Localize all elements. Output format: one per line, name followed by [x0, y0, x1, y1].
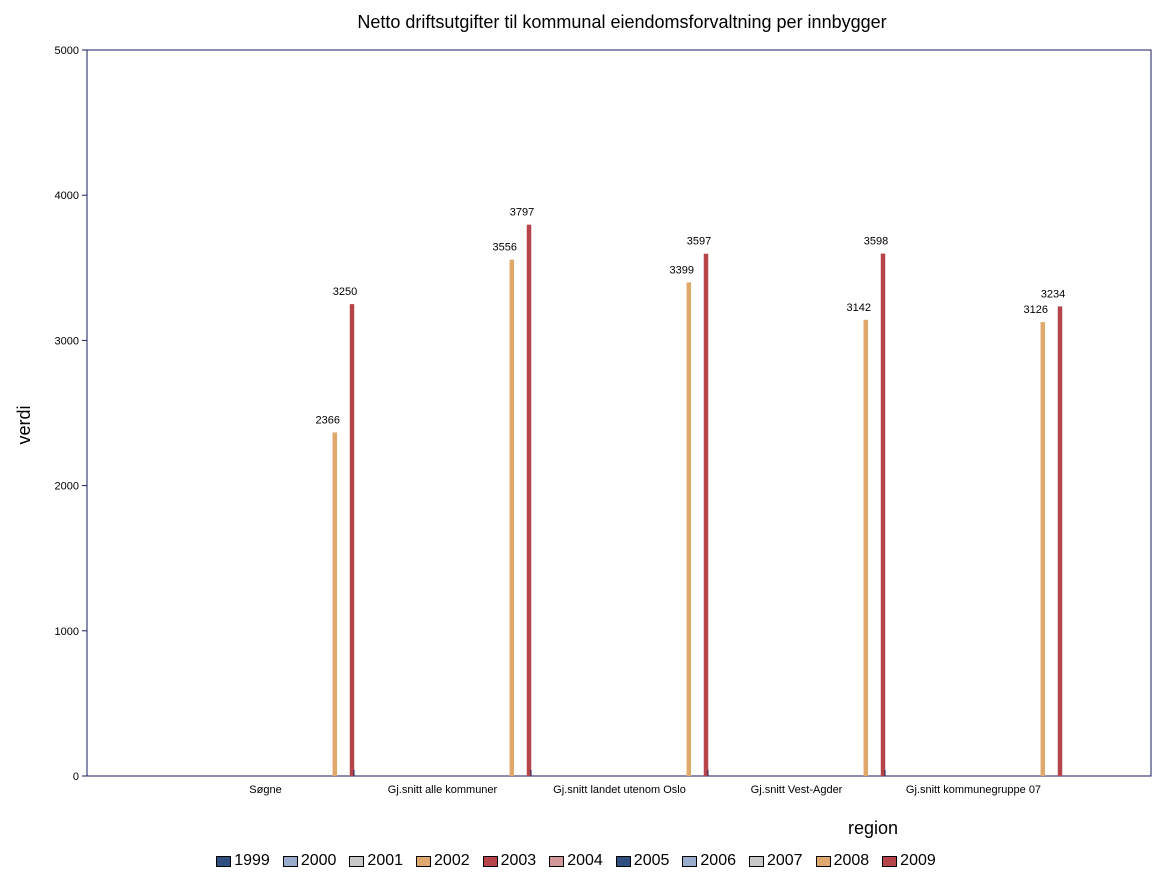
y-tick-label: 1000 [55, 626, 79, 638]
legend-label: 2003 [500, 852, 537, 869]
legend-item: 2007 [748, 852, 803, 870]
legend-item: 2005 [615, 852, 670, 870]
bar [863, 319, 869, 776]
legend-item: 2006 [682, 852, 736, 870]
x-tick-label: Gj.snitt landet utenom Oslo [553, 784, 686, 796]
legend-swatch [549, 855, 565, 867]
legend-item: 1999 [216, 852, 270, 870]
data-label: 3598 [864, 236, 888, 248]
legend-label: 2005 [633, 852, 670, 869]
data-label: 3234 [1041, 288, 1065, 300]
data-label: 3556 [493, 242, 517, 254]
legend-label: 2006 [700, 852, 736, 869]
bar [686, 282, 692, 776]
legend-swatch [615, 855, 631, 867]
bar [332, 432, 338, 776]
bar [349, 304, 355, 776]
bar [526, 224, 532, 776]
y-tick-label: 2000 [55, 481, 79, 493]
bar [880, 253, 886, 776]
y-axis-label: verdi [14, 405, 34, 444]
plot-area: 0 1000 2000 3000 4000 5000 Søgne 2366 3250 Gj.sni… [55, 45, 1152, 796]
chart-title: Netto driftsutgifter til kommunal eiendo… [357, 12, 886, 32]
y-tick-label: 4000 [55, 190, 79, 202]
legend-swatch [748, 855, 764, 867]
legend-swatch [216, 855, 232, 867]
x-tick-label: Gj.snitt kommunegruppe 07 [906, 784, 1041, 796]
legend-label: 2000 [300, 852, 337, 869]
legend: 1999 2000 2001 2002 2003 2004 2005 2006 2007 2008… [0, 850, 1152, 872]
data-label: 3142 [847, 302, 871, 314]
legend-swatch [482, 855, 498, 867]
legend-label: 2004 [567, 852, 603, 869]
data-label: 2366 [316, 414, 340, 426]
x-tick-label: Søgne [249, 784, 281, 796]
legend-label: 2002 [434, 852, 470, 869]
legend-label: 1999 [234, 852, 270, 869]
legend-swatch [815, 855, 831, 867]
legend-label: 2009 [900, 852, 936, 869]
legend-label: 2008 [833, 852, 870, 869]
data-label: 3797 [510, 207, 534, 219]
legend-item: 2008 [815, 852, 870, 870]
legend-label: 2007 [766, 852, 803, 869]
legend-swatch [349, 855, 365, 867]
x-tick-label: Gj.snitt Vest-Agder [751, 784, 843, 796]
legend-swatch [282, 855, 298, 867]
legend-label: 2001 [367, 852, 404, 869]
legend-item: 2001 [349, 852, 403, 870]
x-tick-label: Gj.snitt alle kommuner [388, 784, 498, 796]
x-axis-label: region [848, 818, 898, 838]
data-label: 3126 [1024, 304, 1048, 316]
bar [703, 253, 709, 777]
legend-item: 2000 [282, 852, 337, 870]
bar [1057, 306, 1063, 776]
legend-swatch [682, 855, 698, 867]
legend-swatch [416, 855, 432, 867]
bar [509, 259, 515, 776]
y-tick-label: 0 [73, 771, 79, 783]
y-tick-label: 5000 [55, 45, 79, 57]
legend-item: 2009 [882, 852, 936, 870]
plot-frame [86, 49, 1152, 777]
legend-item: 2003 [482, 852, 537, 870]
data-label: 3597 [687, 236, 711, 248]
data-label: 3250 [333, 286, 357, 298]
legend-item: 2002 [416, 852, 470, 870]
bar [1040, 322, 1046, 776]
legend-item: 2004 [549, 852, 603, 870]
y-tick-label: 3000 [55, 335, 79, 347]
data-label: 3399 [670, 264, 694, 276]
legend-swatch [882, 855, 898, 867]
